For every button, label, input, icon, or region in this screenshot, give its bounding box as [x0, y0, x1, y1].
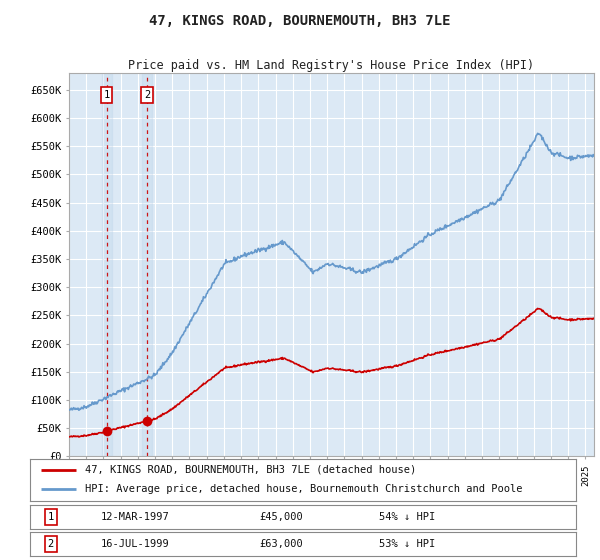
Text: 1: 1: [47, 512, 54, 522]
Text: 1: 1: [104, 90, 110, 100]
Text: 12-MAR-1997: 12-MAR-1997: [101, 512, 170, 522]
Text: 2: 2: [47, 539, 54, 549]
Text: £63,000: £63,000: [259, 539, 303, 549]
Bar: [142, 73, 152, 456]
Text: 53% ↓ HPI: 53% ↓ HPI: [379, 539, 436, 549]
Text: 2: 2: [144, 90, 150, 100]
Text: 47, KINGS ROAD, BOURNEMOUTH, BH3 7LE (detached house): 47, KINGS ROAD, BOURNEMOUTH, BH3 7LE (de…: [85, 465, 416, 475]
Text: 16-JUL-1999: 16-JUL-1999: [101, 539, 170, 549]
Title: Price paid vs. HM Land Registry's House Price Index (HPI): Price paid vs. HM Land Registry's House …: [128, 59, 535, 72]
Text: HPI: Average price, detached house, Bournemouth Christchurch and Poole: HPI: Average price, detached house, Bour…: [85, 484, 522, 494]
Text: £45,000: £45,000: [259, 512, 303, 522]
Text: 54% ↓ HPI: 54% ↓ HPI: [379, 512, 436, 522]
Text: 47, KINGS ROAD, BOURNEMOUTH, BH3 7LE: 47, KINGS ROAD, BOURNEMOUTH, BH3 7LE: [149, 14, 451, 28]
Bar: [102, 73, 112, 456]
